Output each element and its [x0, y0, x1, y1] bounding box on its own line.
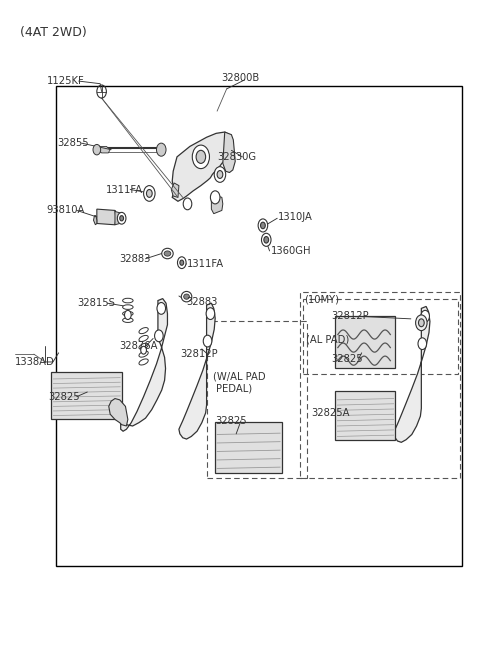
- Text: 32812P: 32812P: [180, 349, 218, 359]
- Circle shape: [120, 216, 123, 221]
- Text: 1125KF: 1125KF: [47, 76, 84, 86]
- Polygon shape: [120, 298, 168, 431]
- Ellipse shape: [184, 294, 190, 299]
- Text: 32883: 32883: [187, 297, 218, 307]
- Text: 32855: 32855: [58, 138, 89, 148]
- Text: 32815S: 32815S: [78, 298, 116, 308]
- Circle shape: [146, 190, 152, 197]
- Text: 32812P: 32812P: [332, 311, 369, 321]
- Circle shape: [262, 234, 271, 247]
- Ellipse shape: [181, 291, 192, 302]
- Text: 1338AD: 1338AD: [15, 357, 55, 367]
- Circle shape: [157, 302, 166, 314]
- Bar: [56, 87, 462, 566]
- Circle shape: [210, 191, 220, 204]
- Text: 32883: 32883: [120, 255, 151, 264]
- Circle shape: [206, 308, 215, 319]
- Circle shape: [217, 171, 223, 178]
- Text: 32825: 32825: [332, 354, 363, 364]
- Circle shape: [203, 335, 212, 347]
- Bar: [336, 392, 395, 440]
- Circle shape: [419, 319, 424, 327]
- Circle shape: [418, 338, 427, 350]
- Circle shape: [421, 310, 430, 322]
- Text: 1311FA: 1311FA: [187, 259, 224, 269]
- Text: 1311FA: 1311FA: [106, 184, 143, 195]
- Circle shape: [93, 144, 101, 155]
- Circle shape: [416, 315, 427, 331]
- Text: 32825: 32825: [215, 416, 247, 426]
- Bar: [303, 298, 458, 374]
- Circle shape: [156, 143, 166, 156]
- Text: 1310JA: 1310JA: [278, 212, 313, 222]
- Bar: [51, 373, 122, 419]
- Circle shape: [192, 145, 209, 169]
- Circle shape: [214, 167, 226, 182]
- Circle shape: [183, 198, 192, 210]
- Circle shape: [264, 237, 269, 243]
- Text: (10MY): (10MY): [304, 295, 339, 305]
- Polygon shape: [109, 399, 128, 426]
- Circle shape: [117, 213, 126, 224]
- Polygon shape: [179, 303, 215, 439]
- Circle shape: [141, 346, 146, 354]
- Text: PEDAL): PEDAL): [216, 383, 252, 393]
- Circle shape: [178, 256, 186, 268]
- Circle shape: [124, 310, 131, 319]
- Polygon shape: [394, 306, 430, 442]
- Polygon shape: [94, 216, 97, 225]
- Circle shape: [144, 186, 155, 201]
- Circle shape: [258, 219, 268, 232]
- Bar: [215, 422, 282, 473]
- Circle shape: [180, 260, 184, 265]
- Circle shape: [155, 330, 163, 342]
- Text: (W/AL PAD: (W/AL PAD: [213, 372, 265, 382]
- Bar: [336, 316, 395, 369]
- Polygon shape: [115, 211, 121, 225]
- Polygon shape: [98, 146, 110, 153]
- Text: 32800B: 32800B: [221, 73, 259, 83]
- Text: 93810A: 93810A: [47, 205, 85, 215]
- Bar: [300, 292, 459, 478]
- Circle shape: [196, 150, 205, 163]
- Text: 32876A: 32876A: [120, 341, 158, 352]
- Polygon shape: [171, 183, 179, 197]
- Polygon shape: [172, 132, 231, 201]
- Ellipse shape: [162, 249, 173, 258]
- Polygon shape: [211, 194, 223, 214]
- Text: (4AT 2WD): (4AT 2WD): [21, 26, 87, 39]
- Ellipse shape: [164, 251, 171, 256]
- Text: 1360GH: 1360GH: [271, 246, 312, 256]
- Bar: [206, 321, 307, 478]
- Polygon shape: [97, 209, 116, 225]
- Text: 32825: 32825: [48, 392, 80, 401]
- Circle shape: [261, 222, 265, 229]
- Text: (AL PAD): (AL PAD): [306, 335, 349, 345]
- Text: 32825A: 32825A: [312, 408, 350, 418]
- Text: 32830G: 32830G: [217, 152, 256, 162]
- Polygon shape: [223, 132, 235, 173]
